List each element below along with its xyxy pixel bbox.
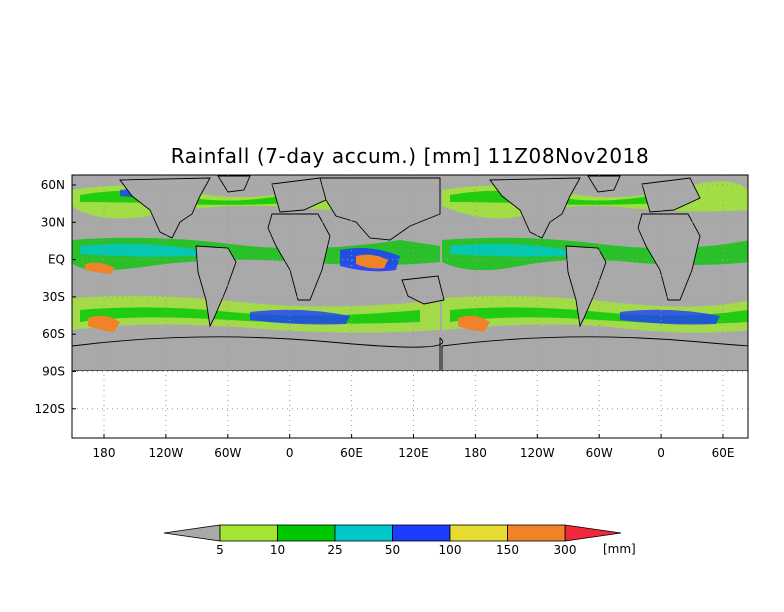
continents-copy-2 — [441, 175, 748, 371]
europe-2 — [641, 177, 701, 213]
asia — [319, 177, 441, 241]
lon-axis: 180 120W 60W 0 60E 120E 180 120W 60W 0 60E — [93, 434, 735, 460]
greenland — [217, 175, 251, 193]
lon-label: 180 — [464, 446, 487, 460]
continents-copy-1 — [72, 175, 445, 371]
precip-band-south-blue-2 — [620, 309, 720, 325]
lon-label: 60W — [214, 446, 241, 460]
lat-axis: 60N 30N EQ 30S 60S 90S 120S — [34, 178, 76, 416]
lon-label: 60E — [712, 446, 735, 460]
colorbar-tick-label: 10 — [270, 543, 285, 557]
greenland-2 — [587, 175, 621, 193]
colorbar-tick-label: 25 — [327, 543, 342, 557]
antarctica — [72, 336, 443, 371]
map-title: Rainfall (7-day accum.) [mm] 11Z08Nov201… — [171, 144, 650, 168]
antarctica-2 — [441, 336, 748, 371]
lon-label: 60E — [340, 446, 363, 460]
colorbar-under-triangle — [163, 524, 221, 542]
north-america — [119, 177, 211, 239]
colorbar-tick-label: 100 — [439, 543, 462, 557]
precip-band-south-heavy — [88, 315, 120, 332]
lat-label: EQ — [48, 253, 65, 267]
lat-label: 60S — [42, 327, 65, 341]
africa — [267, 213, 331, 301]
lon-label: 180 — [93, 446, 116, 460]
north-america-2 — [489, 177, 581, 239]
colorbar-bin — [507, 524, 566, 542]
lon-label: 0 — [286, 446, 294, 460]
south-america — [195, 245, 237, 328]
lon-label: 120W — [520, 446, 555, 460]
south-america-2 — [565, 245, 607, 328]
colorbar-bin — [219, 524, 278, 542]
colorbar-bin — [334, 524, 393, 542]
colorbar-bin — [392, 524, 451, 542]
colorbar-bin — [277, 524, 336, 542]
lon-label: 60W — [586, 446, 613, 460]
colorbar-tick-label: 50 — [385, 543, 400, 557]
map-panel — [71, 174, 749, 439]
colorbar-bin — [449, 524, 508, 542]
precip-band-south-heavy-2 — [458, 315, 490, 332]
lat-label: 120S — [34, 402, 65, 416]
colorbar-unit-label: [mm] — [603, 542, 636, 556]
lon-label: 120E — [398, 446, 429, 460]
colorbar-tick-label: 300 — [554, 543, 577, 557]
map-frame — [71, 174, 749, 439]
precip-itcz-heavy — [85, 262, 115, 274]
colorbar-over-triangle — [564, 524, 622, 542]
lon-label: 0 — [657, 446, 665, 460]
colorbar: 5 10 25 50 100 150 300 [mm] — [163, 524, 636, 557]
colorbar-tick-label: 5 — [216, 543, 224, 557]
lat-label: 60N — [41, 178, 65, 192]
lat-label: 90S — [42, 365, 65, 379]
lat-label: 30N — [41, 215, 65, 229]
africa-2 — [637, 213, 701, 301]
precip-itcz-core — [80, 243, 200, 257]
precip-band-south-blue — [250, 309, 350, 325]
colorbar-tick-label: 150 — [496, 543, 519, 557]
lon-label: 120W — [149, 446, 184, 460]
precip-itcz-core-2 — [450, 243, 570, 257]
continents — [72, 175, 748, 371]
lat-label: 30S — [42, 290, 65, 304]
precip-warm-pool-core — [356, 254, 388, 269]
europe — [271, 177, 331, 213]
